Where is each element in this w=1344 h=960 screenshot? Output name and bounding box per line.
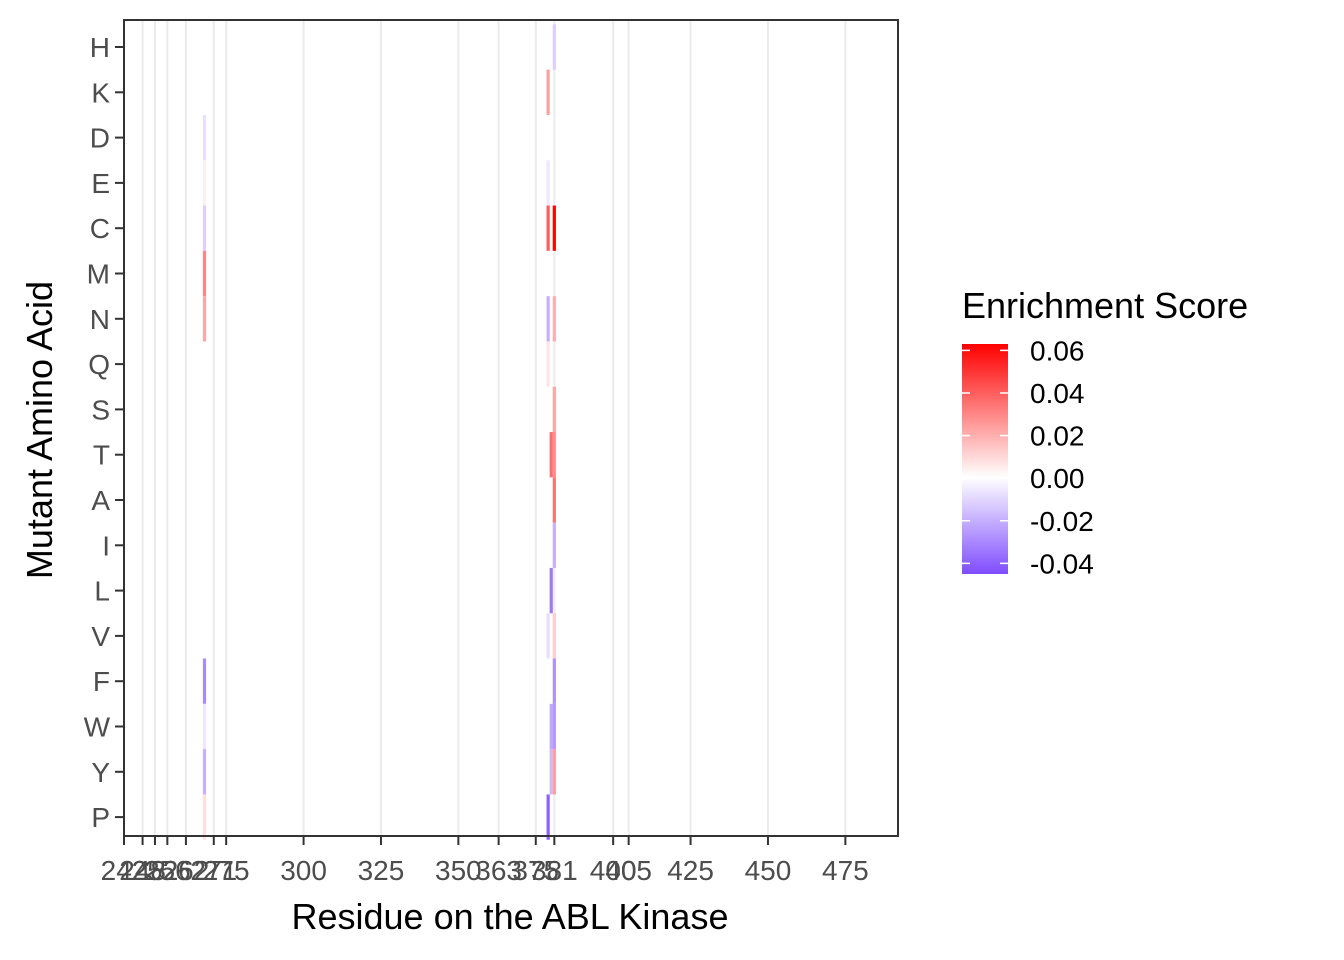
heatmap-cell-14 [546, 613, 550, 659]
legend-title: Enrichment Score [962, 285, 1248, 326]
heatmap-cell-26 [552, 522, 556, 568]
heatmap-cell-19 [549, 749, 553, 795]
legend-label-4: -0.02 [1030, 506, 1094, 537]
x-tick-label-17: 475 [822, 855, 869, 886]
y-tick-label-L: L [94, 576, 110, 607]
y-tick-label-Y: Y [91, 757, 110, 788]
heatmap-cell-22 [552, 296, 556, 342]
heatmap-cell-4 [202, 296, 207, 342]
legend-label-0: 0.06 [1030, 335, 1085, 366]
legend-colorbar [962, 344, 1008, 574]
x-tick-label-11: 375 [512, 855, 559, 886]
x-tick-label-6: 275 [203, 855, 250, 886]
heatmap-cell-23 [552, 386, 556, 433]
heatmap-cells [202, 24, 556, 840]
heatmap-cell-8 [202, 794, 207, 840]
plot-background [124, 20, 898, 836]
heatmap-cell-17 [549, 567, 553, 614]
x-tick-label-10: 363 [475, 855, 522, 886]
y-tick-label-D: D [90, 123, 110, 154]
heatmap-cell-9 [546, 69, 550, 115]
x-tick-label-16: 450 [745, 855, 792, 886]
y-tick-label-V: V [91, 621, 110, 652]
x-tick-label-4: 262 [163, 855, 210, 886]
y-tick-label-K: K [91, 77, 110, 108]
legend-label-3: 0.00 [1030, 463, 1085, 494]
y-axis-title: Mutant Amino Acid [19, 281, 60, 579]
heatmap-cell-13 [546, 341, 550, 387]
heatmap-cell-11 [546, 205, 550, 251]
x-tick-label-14: 405 [605, 855, 652, 886]
heatmap-cell-28 [552, 658, 556, 704]
y-tick-label-N: N [90, 304, 110, 335]
heatmap-cell-27 [552, 613, 556, 659]
y-tick-label-T: T [93, 440, 110, 471]
y-tick-label-A: A [91, 485, 110, 516]
x-tick-label-2: 252 [132, 855, 179, 886]
heatmap-cell-1 [202, 160, 207, 206]
heatmap-cell-16 [549, 432, 553, 478]
heatmap-cell-0 [202, 114, 207, 161]
y-tick-label-E: E [91, 168, 110, 199]
heatmap-cell-10 [546, 160, 550, 206]
y-tick-label-M: M [87, 259, 110, 290]
legend-ticks: 0.06 0.04 0.02 0.00 -0.02 -0.04 [962, 335, 1094, 579]
heatmap-cell-12 [546, 296, 550, 342]
legend-label-5: -0.04 [1030, 548, 1094, 579]
x-axis-title: Residue on the ABL Kinase [292, 896, 729, 937]
x-tick-label-12: 381 [531, 855, 578, 886]
y-tick-label-I: I [102, 530, 110, 561]
heatmap-cell-7 [202, 749, 207, 795]
x-tick-label-0: 242 [101, 855, 148, 886]
y-tick-label-C: C [90, 213, 110, 244]
x-tick-label-1: 248 [119, 855, 166, 886]
heatmap-cell-25 [552, 477, 556, 523]
x-tick-label-8: 325 [358, 855, 405, 886]
heatmap-cell-6 [202, 703, 207, 750]
heatmap-cell-20 [552, 24, 556, 70]
y-tick-label-F: F [93, 666, 110, 697]
x-tick-label-5: 271 [190, 855, 237, 886]
plot-panel-border [123, 19, 899, 837]
heatmap-cell-15 [546, 794, 550, 840]
x-tick-label-15: 425 [667, 855, 714, 886]
x-tick-label-9: 350 [435, 855, 482, 886]
heatmap-cell-24 [552, 432, 556, 478]
legend-label-1: 0.04 [1030, 378, 1085, 409]
x-tick-label-13: 400 [590, 855, 637, 886]
x-tick-label-7: 300 [280, 855, 327, 886]
heatmap-cell-21 [552, 205, 556, 251]
heatmap-cell-29 [552, 703, 556, 750]
heatmap-cell-30 [552, 749, 556, 795]
heatmap-cell-18 [549, 703, 553, 750]
y-tick-label-S: S [91, 394, 110, 425]
x-tick-label-3: 256 [144, 855, 191, 886]
y-tick-label-P: P [91, 802, 110, 833]
heatmap-cell-3 [202, 250, 207, 297]
heatmap-cell-2 [202, 205, 207, 251]
legend: Enrichment Score 0.06 0.04 0.02 0.00 -0.02 -0… [962, 285, 1248, 579]
legend-label-2: 0.02 [1030, 421, 1085, 452]
y-tick-label-W: W [84, 712, 111, 743]
y-tick-label-Q: Q [88, 349, 110, 380]
heatmap-cell-5 [202, 658, 207, 704]
y-tick-label-H: H [90, 32, 110, 63]
